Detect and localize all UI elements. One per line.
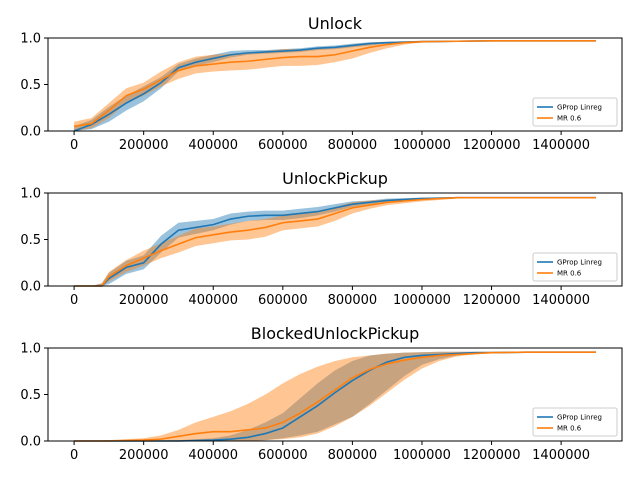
y-tick-label: 0.5	[20, 233, 41, 248]
y-tick-label: 0.0	[20, 435, 41, 450]
x-tick-label: 200000	[119, 293, 169, 308]
y-tick-label: 0.5	[20, 78, 41, 93]
confidence-band-mr-0-6	[74, 197, 596, 286]
x-tick-label: 200000	[119, 448, 169, 463]
legend: GProp Linreg MR 0.6	[532, 97, 618, 127]
x-tick-label: 400000	[188, 138, 238, 153]
chart-title: Unlock	[308, 14, 363, 33]
y-tick-label: 0.0	[20, 125, 41, 140]
x-tick-label: 800000	[328, 138, 378, 153]
x-tick-label: 600000	[258, 448, 308, 463]
x-tick-label: 1400000	[532, 448, 590, 463]
x-tick-label: 1200000	[463, 138, 521, 153]
series-line-mr-0-6	[73, 39, 596, 128]
legend: GProp Linreg MR 0.6	[532, 252, 618, 282]
legend-label: GProp Linreg	[557, 259, 602, 267]
y-tick-label: 0.0	[20, 280, 41, 295]
series-line-mr-0-6	[74, 196, 596, 287]
y-tick-label: 0.5	[20, 388, 41, 403]
x-tick-label: 0	[70, 138, 78, 153]
y-tick-label: 1.0	[20, 187, 41, 202]
x-tick-label: 800000	[328, 448, 378, 463]
legend-label: MR 0.6	[557, 115, 582, 123]
x-tick-label: 200000	[119, 138, 169, 153]
x-tick-label: 1400000	[532, 293, 590, 308]
y-tick-label: 1.0	[20, 342, 41, 357]
x-tick-label: 400000	[188, 448, 238, 463]
x-tick-label: 0	[70, 448, 78, 463]
confidence-band-mr-0-6	[74, 40, 596, 131]
subplot-2: UnlockPickup 0 200000 400000 600000 800000 100…	[20, 169, 623, 308]
x-tick-label: 1200000	[463, 293, 521, 308]
confidence-band-gprop-linreg	[74, 40, 596, 131]
x-tick-label: 600000	[258, 293, 308, 308]
legend-box	[532, 97, 618, 127]
legend-box	[532, 252, 618, 282]
legend-label: MR 0.6	[557, 425, 582, 433]
x-tick-label: 1400000	[532, 138, 590, 153]
x-tick-label: 1000000	[393, 448, 451, 463]
subplot-1: Unlock 0 200000 400000 600000 800000 1000000 12…	[20, 14, 623, 153]
x-tick-label: 1200000	[463, 448, 521, 463]
chart-title: BlockedUnlockPickup	[251, 324, 419, 343]
legend-label: MR 0.6	[557, 270, 582, 278]
x-tick-label: 1000000	[393, 138, 451, 153]
series-line-mr-0-6	[74, 351, 596, 442]
confidence-band-gprop-linreg	[74, 351, 596, 441]
x-tick-label: 600000	[258, 138, 308, 153]
x-tick-label: 800000	[328, 293, 378, 308]
x-tick-label: 400000	[188, 293, 238, 308]
legend-box	[532, 407, 618, 437]
chart-title: UnlockPickup	[282, 169, 388, 188]
legend: GProp Linreg MR 0.6	[532, 407, 618, 437]
legend-label: GProp Linreg	[557, 414, 602, 422]
legend-label: GProp Linreg	[557, 104, 602, 112]
y-tick-label: 1.0	[20, 32, 41, 47]
confidence-band-mr-0-6	[74, 351, 596, 441]
subplot-3: BlockedUnlockPickup 0 200000 400000 600000 80…	[20, 324, 623, 463]
x-tick-label: 0	[70, 293, 78, 308]
x-tick-label: 1000000	[393, 293, 451, 308]
